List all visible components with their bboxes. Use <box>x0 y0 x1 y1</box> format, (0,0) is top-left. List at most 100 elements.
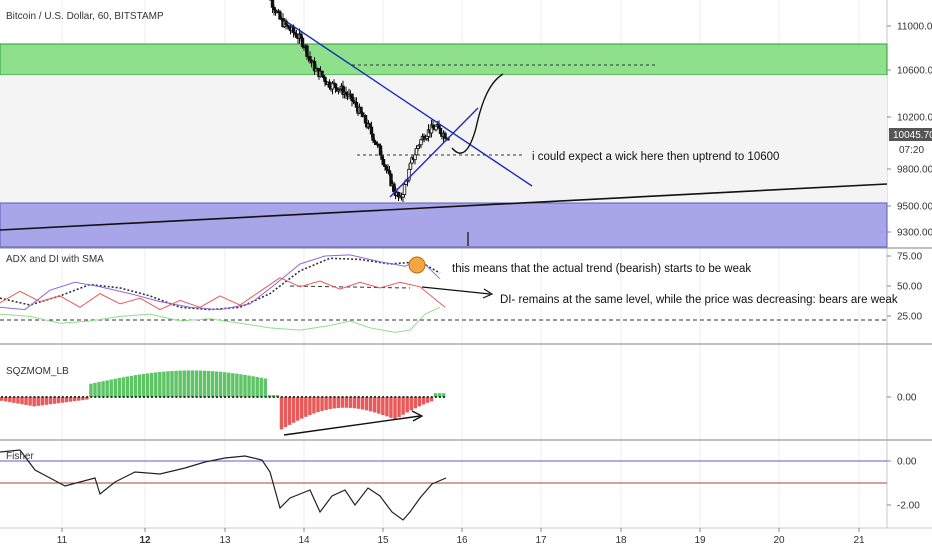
squeeze-dot <box>438 396 441 398</box>
momentum-bar <box>360 397 365 410</box>
momentum-bar <box>259 377 263 397</box>
candle-body <box>413 154 417 161</box>
sqz-label: 0.00 <box>897 393 917 404</box>
momentum-bar <box>198 370 203 397</box>
momentum-bar <box>405 397 409 413</box>
candle-body <box>333 83 338 89</box>
fisher-axis: 0.00 -2.00 <box>887 457 920 512</box>
candlestick-series <box>269 0 450 202</box>
long-term-trendline <box>0 183 888 231</box>
squeeze-dot <box>382 396 385 398</box>
momentum-bar <box>121 377 126 397</box>
candle-body <box>327 81 332 88</box>
candle-body <box>323 77 327 83</box>
momentum-bar <box>413 397 418 409</box>
momentum-bar <box>417 397 422 407</box>
price-axis: 11000.00 10600.00 10200.00 9800.00 9500.00 93… <box>887 22 932 239</box>
momentum-bar <box>397 397 401 417</box>
squeeze-dot <box>199 396 202 398</box>
momentum-bar <box>117 377 122 397</box>
candle-body <box>408 162 413 170</box>
momentum-bar <box>81 397 85 401</box>
momentum-bar <box>32 397 36 407</box>
candle-body <box>300 37 305 47</box>
candle-body <box>299 33 303 39</box>
projected-path <box>451 73 504 154</box>
momentum-bar <box>295 397 300 421</box>
momentum-bar <box>316 397 320 413</box>
momentum-bar <box>381 397 385 416</box>
candle-body <box>371 133 375 141</box>
momentum-bar <box>210 371 215 397</box>
momentum-bar <box>105 380 109 397</box>
squeeze-dot <box>357 396 360 398</box>
support-zone <box>0 202 888 248</box>
time-label-15: 15 <box>377 535 389 546</box>
momentum-divergence-line <box>283 415 421 436</box>
candle-body <box>431 124 435 129</box>
candle-body <box>392 183 396 193</box>
squeeze-dot <box>276 396 279 398</box>
momentum-arrow-head <box>411 410 424 422</box>
candle-body <box>308 56 312 61</box>
squeeze-dot <box>215 396 218 398</box>
price-label: 10200.00 <box>897 113 932 124</box>
adx-line <box>0 254 441 311</box>
momentum-bar <box>186 370 190 397</box>
momentum-bar <box>158 371 162 397</box>
momentum-bar <box>64 397 69 403</box>
squeeze-dot <box>394 396 397 398</box>
candle-body <box>381 158 386 166</box>
squeeze-dot <box>390 396 393 398</box>
squeeze-dot <box>228 396 231 398</box>
di-plus-line <box>0 306 441 333</box>
candle-body <box>291 26 296 33</box>
momentum-bar <box>52 397 57 404</box>
squeeze-dot <box>134 396 137 398</box>
squeeze-dot <box>41 396 44 398</box>
squeeze-dot <box>297 396 300 398</box>
momentum-bar <box>93 382 97 397</box>
time-label-21: 21 <box>853 535 865 546</box>
momentum-bar <box>409 397 413 411</box>
squeeze-dot <box>410 396 413 398</box>
candle-body <box>434 125 438 131</box>
momentum-bar <box>437 393 442 397</box>
di-arrow <box>421 286 491 295</box>
fisher-line <box>0 449 447 521</box>
momentum-bar <box>125 376 130 397</box>
momentum-bar <box>389 397 393 418</box>
squeeze-dot <box>349 396 352 398</box>
momentum-bar <box>97 382 101 397</box>
squeeze-dot <box>378 396 381 398</box>
time-label-17: 17 <box>535 535 547 546</box>
squeeze-dot <box>301 396 304 398</box>
squeeze-dot <box>260 396 263 398</box>
price-label: 9300.00 <box>897 228 932 239</box>
momentum-bar <box>421 397 426 405</box>
candle-body <box>320 70 324 76</box>
fisher-label: -2.00 <box>897 501 920 512</box>
squeeze-dot <box>9 396 12 398</box>
squeeze-dot <box>374 396 377 398</box>
momentum-bar <box>429 397 434 402</box>
momentum-bar <box>324 397 328 410</box>
momentum-bar <box>68 397 73 402</box>
adx-label: 75.00 <box>897 252 922 263</box>
momentum-bar <box>263 378 267 397</box>
squeeze-dot <box>130 396 133 398</box>
candle-body <box>369 126 374 135</box>
momentum-bar <box>320 397 324 411</box>
momentum-bar <box>377 397 381 414</box>
squeeze-dot <box>252 396 255 398</box>
squeeze-dot <box>94 396 97 398</box>
time-label-13: 13 <box>219 535 231 546</box>
momentum-bar <box>291 397 296 423</box>
momentum-bar <box>8 397 12 403</box>
squeeze-dot <box>321 396 324 398</box>
squeeze-dot <box>155 396 158 398</box>
momentum-bar <box>113 378 117 397</box>
squeeze-dot <box>142 396 145 398</box>
squeeze-dot <box>90 396 93 398</box>
squeeze-dot <box>284 396 287 398</box>
